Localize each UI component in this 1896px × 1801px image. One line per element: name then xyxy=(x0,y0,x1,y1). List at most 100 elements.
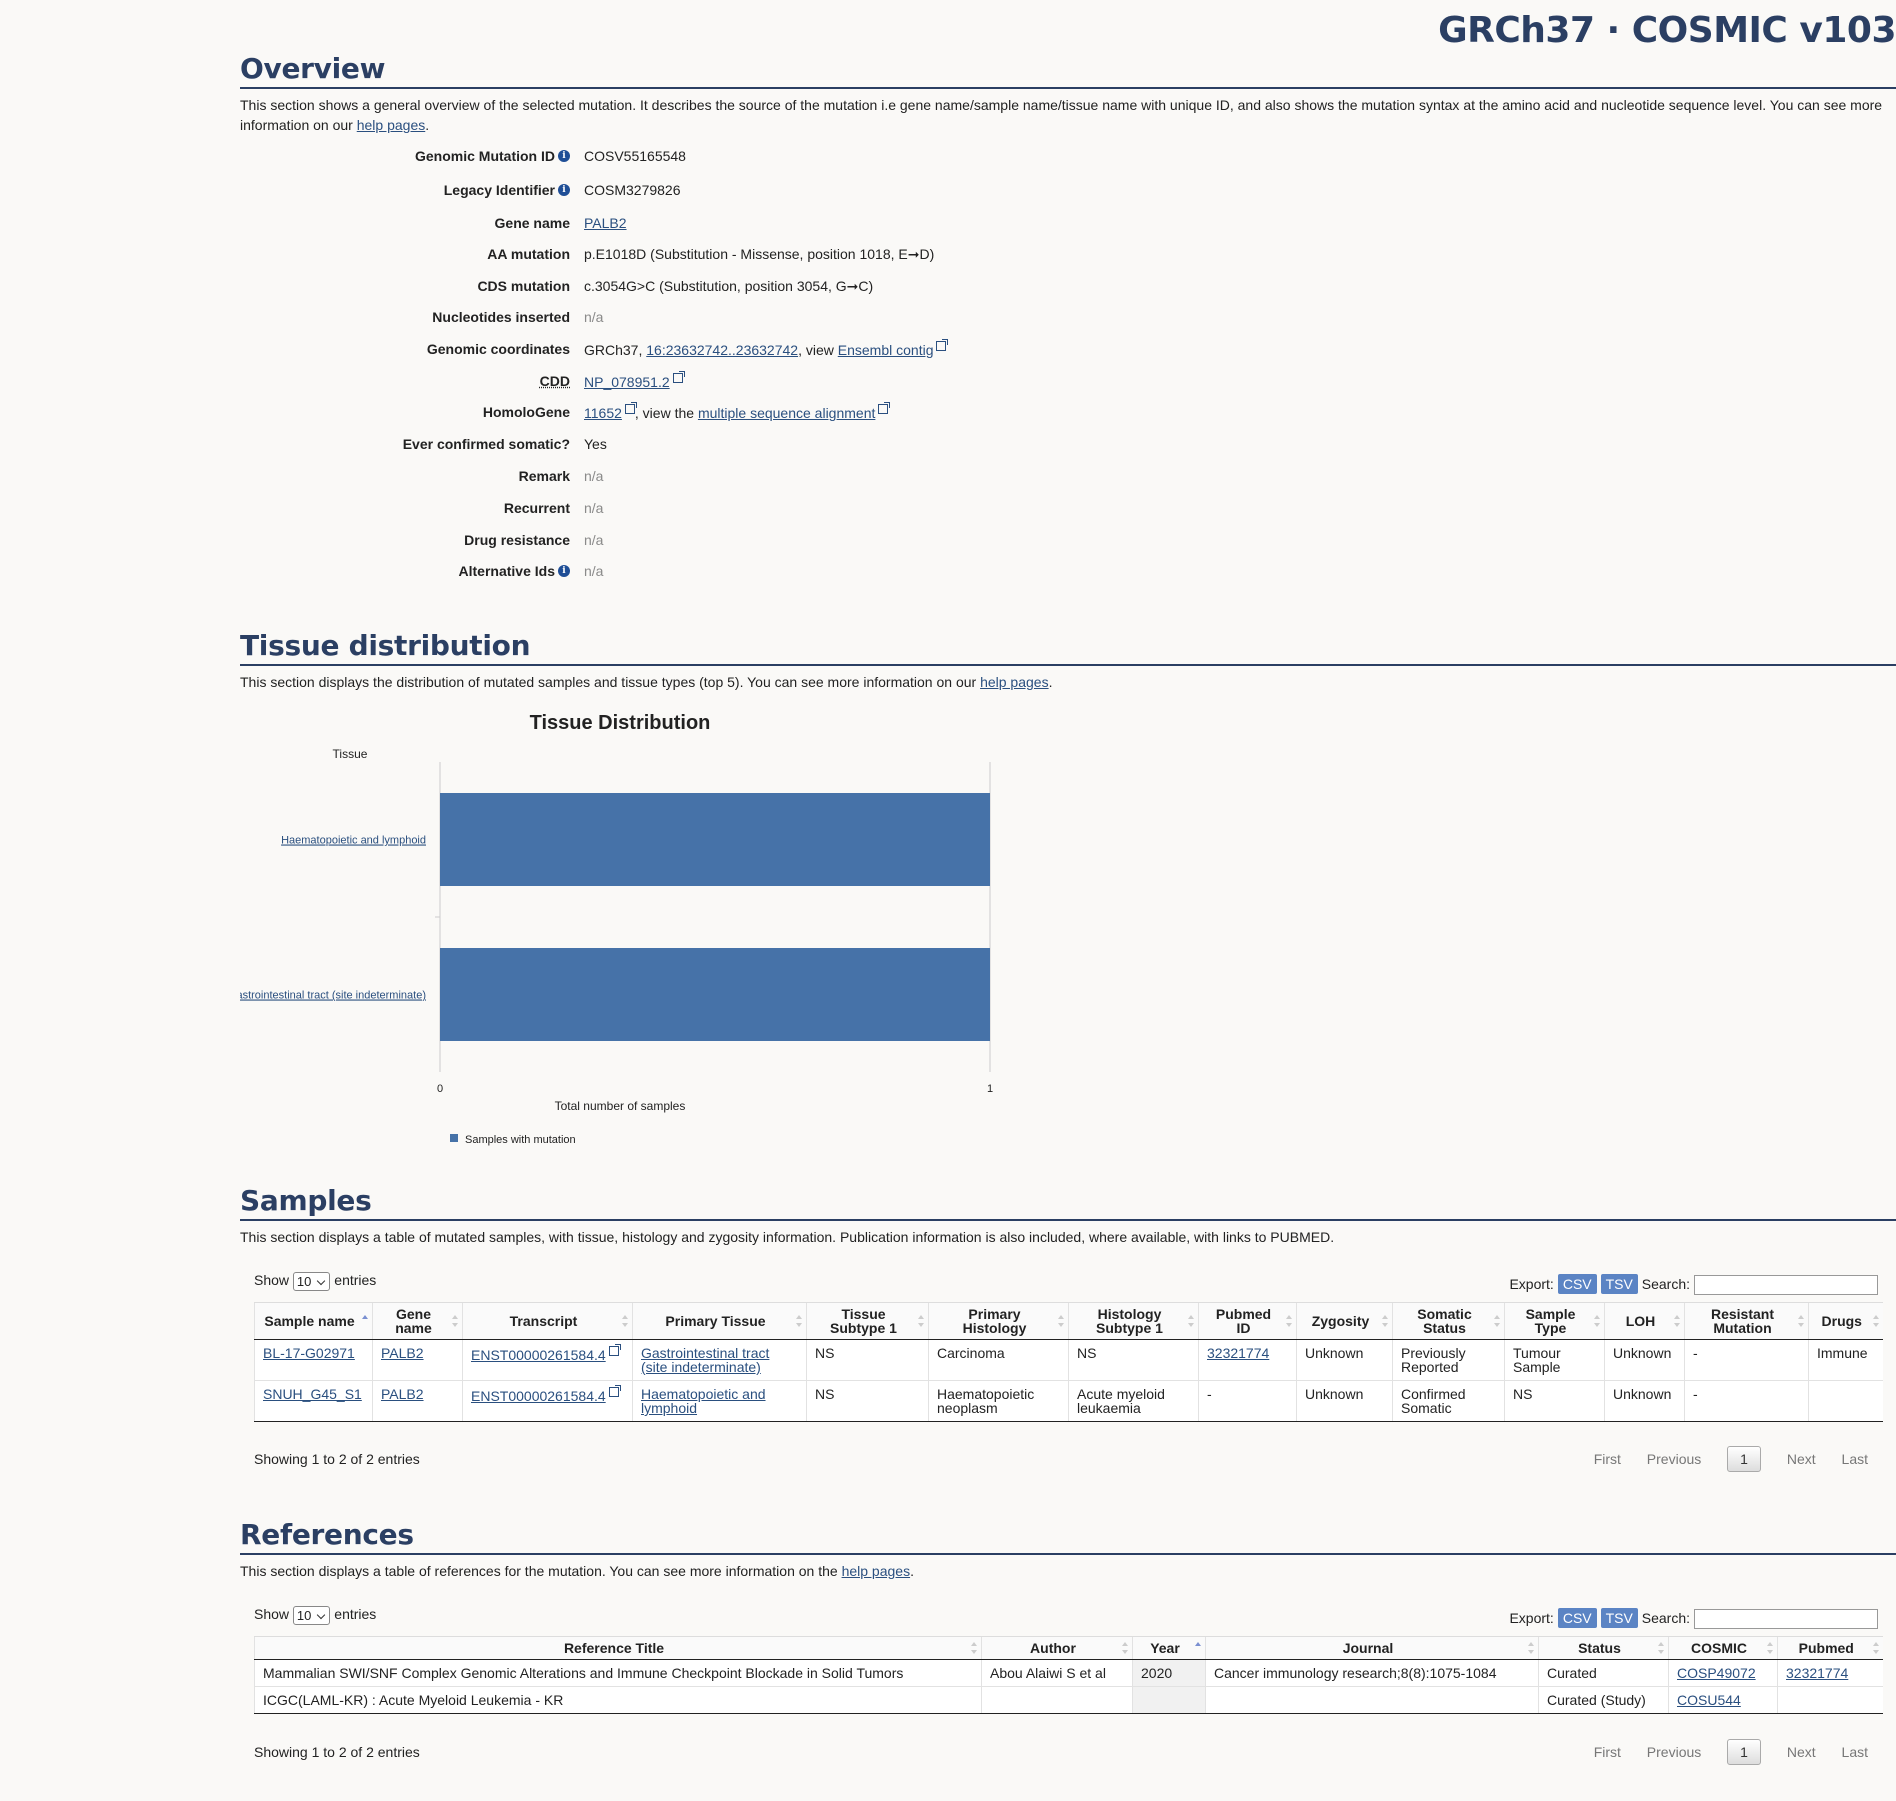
samples-col-zygosity[interactable]: Zygosity xyxy=(1296,1302,1393,1340)
references-cell-year: 2020 xyxy=(1132,1659,1206,1687)
msa-link[interactable]: multiple sequence alignment xyxy=(697,405,876,421)
samples-previous-button[interactable]: Previous xyxy=(1646,1451,1702,1467)
references-first-button[interactable]: First xyxy=(1593,1744,1621,1760)
samples-description: This section displays a table of mutated… xyxy=(240,1229,1335,1245)
references-help-link[interactable]: help pages xyxy=(841,1563,911,1579)
column-label: Pubmed ID xyxy=(1215,1306,1272,1336)
cell-link[interactable]: ENST00000261584.4 xyxy=(471,1388,606,1404)
homologene-link[interactable]: 11652 xyxy=(584,405,622,421)
references-page-button[interactable]: 1 xyxy=(1727,1739,1761,1765)
cell-link[interactable]: COSU544 xyxy=(1677,1692,1741,1708)
samples-col-primary-histology[interactable]: Primary Histology xyxy=(928,1302,1069,1340)
cell-text: NS xyxy=(1077,1345,1097,1361)
references-col-pubmed[interactable]: Pubmed xyxy=(1777,1636,1883,1660)
chart-category-label[interactable]: Haematopoietic and lymphoid xyxy=(281,835,426,847)
samples-first-button[interactable]: First xyxy=(1593,1451,1621,1467)
samples-col-gene-name[interactable]: Gene name xyxy=(372,1302,463,1340)
samples-col-drugs[interactable]: Drugs xyxy=(1808,1302,1883,1340)
aa-mutation-value: p.E1018D (Substitution - Missense, posit… xyxy=(584,246,935,262)
samples-col-loh[interactable]: LOH xyxy=(1604,1302,1685,1340)
references-desc-text: This section displays a table of referen… xyxy=(240,1563,842,1579)
sort-icon xyxy=(622,1315,628,1327)
samples-col-primary-tissue[interactable]: Primary Tissue xyxy=(632,1302,807,1340)
cell-link[interactable]: COSP49072 xyxy=(1677,1665,1756,1681)
column-label: Sample name xyxy=(264,1313,355,1329)
tissue-section: Tissue distribution This section display… xyxy=(240,629,1896,692)
ov-row-drug-resistance: Drug resistance n/a xyxy=(240,532,1440,552)
references-previous-button[interactable]: Previous xyxy=(1646,1744,1702,1760)
samples-cell-drugs: Immune xyxy=(1808,1339,1883,1381)
samples-page-length-select[interactable]: 10 xyxy=(292,1272,331,1291)
chart-category-label[interactable]: Gastrointestinal tract (site indetermina… xyxy=(228,990,426,1002)
column-label: Pubmed xyxy=(1798,1640,1854,1656)
references-export-csv-button[interactable]: CSV xyxy=(1557,1608,1597,1628)
samples-col-sample-name[interactable]: Sample name xyxy=(254,1302,373,1340)
tissue-heading: Tissue distribution xyxy=(240,629,1896,666)
info-icon[interactable]: i xyxy=(558,150,570,162)
references-search-input[interactable] xyxy=(1694,1609,1878,1630)
references-col-author[interactable]: Author xyxy=(981,1636,1133,1660)
ov-label: Nucleotides inserted xyxy=(432,309,570,325)
samples-last-button[interactable]: Last xyxy=(1841,1451,1868,1467)
references-next-button[interactable]: Next xyxy=(1786,1744,1816,1760)
sort-icon xyxy=(1872,1642,1879,1654)
references-description: This section displays a table of referen… xyxy=(240,1561,1885,1581)
cell-link[interactable]: Haematopoietic and lymphoid xyxy=(641,1386,766,1416)
references-col-cosmic[interactable]: COSMIC xyxy=(1668,1636,1778,1660)
references-col-journal[interactable]: Journal xyxy=(1205,1636,1539,1660)
samples-cell-somatic-status: Confirmed Somatic xyxy=(1392,1380,1505,1422)
cell-text: Immune xyxy=(1817,1345,1868,1361)
cell-link[interactable]: SNUH_G45_S1 xyxy=(263,1386,362,1402)
references-col-reference-title[interactable]: Reference Title xyxy=(254,1636,982,1660)
info-icon[interactable]: i xyxy=(558,565,570,577)
ov-label: Alternative Ids i xyxy=(240,563,570,579)
ov-label: Genomic Mutation ID i xyxy=(240,148,570,164)
cell-link[interactable]: PALB2 xyxy=(381,1386,424,1402)
info-icon[interactable]: i xyxy=(558,184,570,196)
sort-icon xyxy=(1494,1315,1500,1327)
references-col-status[interactable]: Status xyxy=(1538,1636,1669,1660)
samples-search-input[interactable] xyxy=(1694,1275,1878,1296)
tissue-help-link[interactable]: help pages xyxy=(980,674,1049,690)
ov-row-homologene: HomoloGene 11652 , view the multiple sequ… xyxy=(240,402,1440,424)
samples-export-tsv-button[interactable]: TSV xyxy=(1600,1274,1638,1294)
samples-col-sample-type[interactable]: Sample Type xyxy=(1504,1302,1605,1340)
references-col-year[interactable]: Year xyxy=(1132,1636,1206,1660)
column-label: Sample Type xyxy=(1525,1306,1576,1336)
cell-link[interactable]: PALB2 xyxy=(381,1345,424,1361)
legacy-identifier-value: COSM3279826 xyxy=(584,182,681,198)
samples-col-resistant-mutation[interactable]: Resistant Mutation xyxy=(1684,1302,1809,1340)
samples-col-somatic-status[interactable]: Somatic Status xyxy=(1392,1302,1505,1340)
ov-row-genomic-mutation-id: Genomic Mutation ID i COSV55165548 xyxy=(240,148,1440,168)
cell-link[interactable]: ENST00000261584.4 xyxy=(471,1347,606,1363)
cell-text: Unknown xyxy=(1305,1386,1364,1402)
samples-cell-loh: Unknown xyxy=(1604,1339,1685,1381)
cell-link[interactable]: 32321774 xyxy=(1786,1665,1849,1681)
samples-col-transcript[interactable]: Transcript xyxy=(462,1302,633,1340)
samples-cell-histology-subtype-1: NS xyxy=(1068,1339,1199,1381)
references-cell-reference-title: ICGC(LAML-KR) : Acute Myeloid Leukemia -… xyxy=(254,1686,982,1714)
overview-help-link[interactable]: help pages xyxy=(356,117,426,133)
cell-link[interactable]: BL-17-G02971 xyxy=(263,1345,355,1361)
references-last-button[interactable]: Last xyxy=(1841,1744,1868,1760)
references-export-tsv-button[interactable]: TSV xyxy=(1600,1608,1638,1628)
coordinates-link[interactable]: 16:23632742..23632742 xyxy=(646,342,799,358)
samples-next-button[interactable]: Next xyxy=(1786,1451,1816,1467)
gene-name-link[interactable]: PALB2 xyxy=(584,215,627,231)
tissue-chart-svg: Tissue Distribution Tissue Haematopoietic … xyxy=(228,712,993,1146)
cell-link[interactable]: Gastrointestinal tract (site indetermina… xyxy=(641,1345,770,1375)
samples-col-tissue-subtype-1[interactable]: Tissue Subtype 1 xyxy=(806,1302,929,1340)
table-row: SNUH_G45_S1 PALB2 ENST00000261584.4 Haemato… xyxy=(254,1380,1883,1422)
cell-link[interactable]: 32321774 xyxy=(1207,1345,1270,1361)
references-page-length-select[interactable]: 10 xyxy=(292,1606,331,1625)
samples-cell-transcript: ENST00000261584.4 xyxy=(462,1380,633,1422)
ensembl-contig-link[interactable]: Ensembl contig xyxy=(837,342,934,358)
samples-export-csv-button[interactable]: CSV xyxy=(1557,1274,1597,1294)
cdd-link[interactable]: NP_078951.2 xyxy=(584,374,670,390)
samples-cell-pubmed-id: 32321774 xyxy=(1198,1339,1297,1381)
samples-col-histology-subtype-1[interactable]: Histology Subtype 1 xyxy=(1068,1302,1199,1340)
samples-col-pubmed-id[interactable]: Pubmed ID xyxy=(1198,1302,1297,1340)
entries-label: entries xyxy=(334,1272,377,1289)
samples-page-button[interactable]: 1 xyxy=(1727,1446,1761,1472)
nucleotides-inserted-value: n/a xyxy=(584,309,604,325)
